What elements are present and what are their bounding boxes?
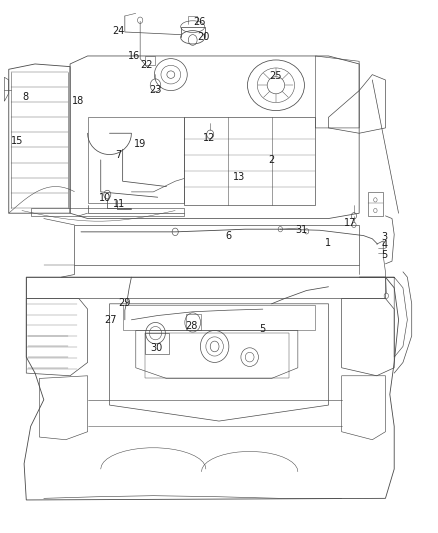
Text: 15: 15 <box>11 136 23 146</box>
Text: 2: 2 <box>268 155 275 165</box>
Text: 5: 5 <box>259 325 265 334</box>
Text: 28: 28 <box>186 321 198 331</box>
Text: 7: 7 <box>115 150 121 159</box>
Text: 25: 25 <box>270 71 282 80</box>
Text: 30: 30 <box>151 343 163 352</box>
Text: 3: 3 <box>381 232 388 242</box>
Bar <box>145 333 169 354</box>
Text: 4: 4 <box>381 240 388 250</box>
Text: 24: 24 <box>112 26 124 36</box>
Text: 31: 31 <box>295 225 307 235</box>
Text: 17: 17 <box>344 218 357 228</box>
Text: 23: 23 <box>149 85 162 94</box>
Text: 13: 13 <box>233 172 245 182</box>
Text: 1: 1 <box>325 238 331 247</box>
Text: 27: 27 <box>104 315 117 325</box>
Text: 16: 16 <box>127 51 140 61</box>
Text: 8: 8 <box>22 92 28 102</box>
Text: 5: 5 <box>381 250 388 260</box>
Text: 12: 12 <box>203 133 215 142</box>
Text: 11: 11 <box>113 199 125 208</box>
Text: 20: 20 <box>198 33 210 42</box>
Text: 22: 22 <box>141 60 153 70</box>
Text: 29: 29 <box>119 298 131 308</box>
Text: 18: 18 <box>72 96 84 106</box>
Bar <box>186 314 201 330</box>
Text: 19: 19 <box>134 139 146 149</box>
Text: 10: 10 <box>99 193 111 203</box>
Text: 6: 6 <box>226 231 232 240</box>
Text: 26: 26 <box>193 18 205 27</box>
